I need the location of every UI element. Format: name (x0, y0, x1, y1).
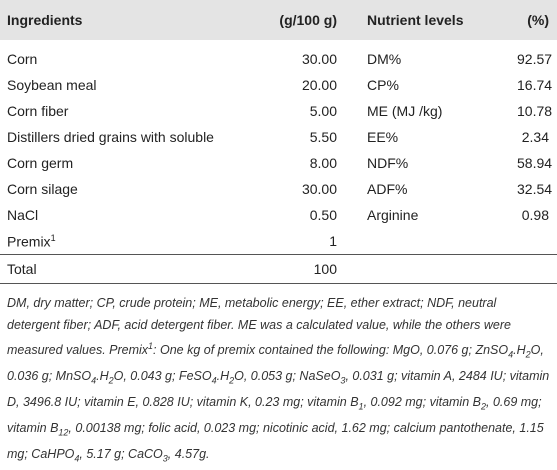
footnote-sub: 2 (108, 375, 114, 386)
level-cell: 92.57 (517, 51, 553, 67)
footnote-text: , 0.69 mg; vitamin B (7, 395, 542, 436)
footnote-text: .H (96, 369, 109, 384)
footnote-sub: 4 (91, 375, 97, 386)
table-body: Corn 30.00 DM% 92.57 Soybean meal 20.00 CP% 16.… (0, 40, 557, 284)
level-cell: 0.98 (521, 207, 549, 223)
footnote-text: O, 0.053 g; NaSeO (234, 369, 341, 384)
nutrient-cell (337, 254, 517, 284)
ingredient: Premix (7, 233, 51, 250)
header-cell: (%) (527, 12, 549, 28)
table-row: Corn fiber 5.00 ME (MJ /kg) 10.78 (0, 98, 557, 124)
footnote-text: , 0.092 mg; vitamin B (363, 395, 481, 410)
footnote-sub: 2 (480, 401, 486, 412)
ingredient: Corn fiber (7, 103, 69, 119)
header-cell: (g/100 g) (279, 12, 337, 28)
footnote-text: : One kg of premix contained the followi… (153, 343, 509, 358)
amount-cell: 5.50 (309, 129, 337, 145)
ingredient-cell: Corn silage (0, 176, 262, 202)
ingredient-cell: NaCl (0, 202, 262, 228)
ingredient-cell: Premix1 (0, 228, 262, 255)
ingredient: Corn (7, 51, 38, 67)
footnote-sub: 2 (525, 349, 531, 360)
ingredient-cell: Corn fiber (0, 98, 262, 124)
footnote-text: , 0.031 g; vitamin A, 2484 IU; vitamin D… (7, 369, 550, 410)
footnote-sub: 4 (508, 349, 514, 360)
table-row: Total 100 (0, 254, 557, 284)
footnote-text: .H (513, 343, 526, 358)
amount-cell: 0.50 (309, 207, 337, 223)
ingredient-cell: Total (0, 254, 262, 284)
header-cell: Ingredients (7, 12, 83, 28)
footnote-text: , 4.57g. (167, 447, 210, 462)
footnote-sub: 2 (229, 375, 235, 386)
table-row: Soybean meal 20.00 CP% 16.74 (0, 72, 557, 98)
ingredient: NaCl (7, 207, 39, 223)
footnote-text: O, 0.043 g; FeSO (113, 369, 212, 384)
level-cell (517, 254, 557, 284)
table-row: Distillers dried grains with soluble 5.50… (0, 124, 557, 150)
level-cell: 2.34 (521, 129, 549, 145)
amount-cell: 5.00 (309, 103, 337, 119)
ingredient: Corn silage (7, 181, 78, 197)
ingredient: Soybean meal (7, 77, 97, 93)
amount-cell: 100 (262, 254, 337, 284)
ingredient: Distillers dried grains with soluble (7, 129, 214, 145)
nutrient-cell: Arginine (367, 207, 419, 223)
nutrient-cell: CP% (367, 77, 399, 93)
table-row: Corn silage 30.00 ADF% 32.54 (0, 176, 557, 202)
amount-cell: 30.00 (301, 181, 337, 197)
footnote-sub: 3 (340, 375, 346, 386)
footnote-sub: 12 (58, 427, 69, 438)
nutrient-cell: DM% (367, 51, 402, 67)
level-cell: 16.74 (517, 77, 553, 93)
footnote-sup: 1 (148, 341, 154, 351)
header-row: Ingredients (g/100 g) Nutrient levels (%… (0, 0, 557, 40)
ingredient-cell: Corn germ (0, 150, 262, 176)
level-cell: 58.94 (517, 155, 553, 171)
level-cell: 10.78 (517, 103, 553, 119)
ingredient: Corn germ (7, 155, 74, 171)
amount-cell: 20.00 (301, 77, 337, 93)
amount-cell: 8.00 (309, 155, 337, 171)
ingredient-cell: Distillers dried grains with soluble (0, 124, 262, 150)
footnote: DM, dry matter; CP, crude protein; ME, m… (0, 284, 557, 470)
amount-cell: 1 (329, 233, 337, 249)
table-row: Corn 30.00 DM% 92.57 (0, 40, 557, 72)
table-row: Corn germ 8.00 NDF% 58.94 (0, 150, 557, 176)
nutrient-cell: ADF% (367, 181, 408, 197)
table-row: NaCl 0.50 Arginine 0.98 (0, 202, 557, 228)
ingredient: Total (7, 261, 37, 277)
ingredient-note: 1 (50, 232, 56, 243)
ingredient-cell: Corn (0, 40, 262, 72)
nutrient-cell (337, 228, 517, 255)
table-row: Premix1 1 (0, 228, 557, 255)
level-cell: 32.54 (517, 181, 553, 197)
header-cell: Nutrient levels (367, 12, 464, 28)
level-cell (517, 228, 557, 255)
footnote-text: , 5.17 g; CaCO (79, 447, 163, 462)
footnote-text: DM, dry matter; CP, crude protein; ME, m… (7, 296, 511, 358)
nutrient-cell: ME (MJ /kg) (367, 103, 443, 119)
diet-table: Ingredients (g/100 g) Nutrient levels (%… (0, 0, 557, 284)
footnote-text: O, 0.036 g; MnSO (7, 343, 544, 384)
footnote-sub: 4 (211, 375, 217, 386)
footnote-text: .H (216, 369, 230, 384)
nutrient-cell: EE% (367, 129, 399, 145)
footnote-sub: 1 (358, 401, 364, 412)
ingredient-cell: Soybean meal (0, 72, 262, 98)
nutrient-cell: NDF% (367, 155, 409, 171)
amount-cell: 30.00 (301, 51, 337, 67)
